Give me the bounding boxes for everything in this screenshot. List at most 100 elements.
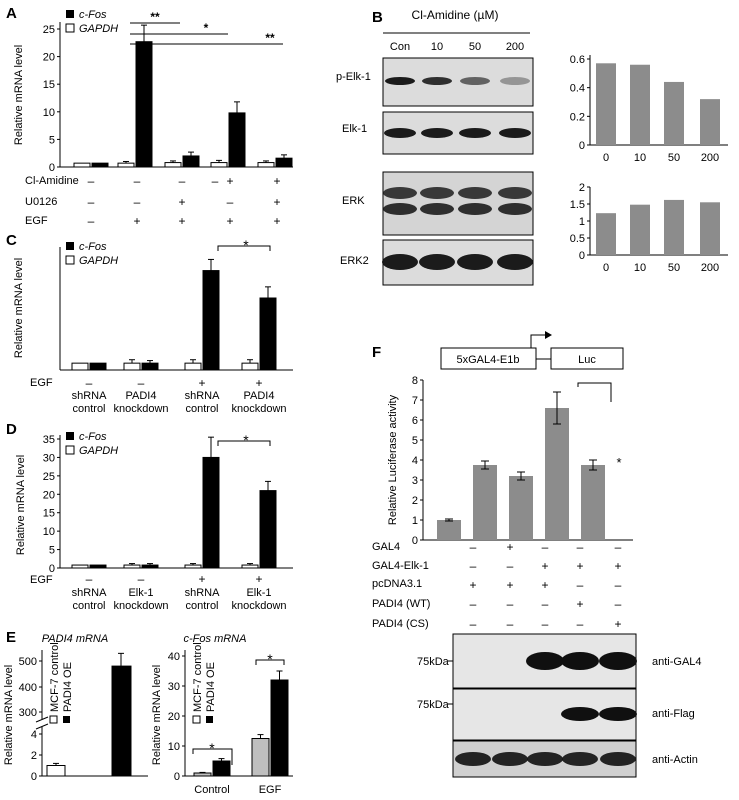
panel-b1-x-label: 10 [634, 152, 646, 164]
panel-b-band-erk2 [497, 254, 533, 270]
panel-d-legend-gapdh: GAPDH [79, 445, 118, 457]
panel-a-bar-cfos [135, 41, 153, 168]
panel-c-group: PADI4 [126, 390, 157, 402]
panel-f-cond-label: GAL4-Elk-1 [372, 560, 429, 572]
panel-d-bar-cfos [89, 564, 107, 569]
panel-e-left-bars [46, 652, 132, 777]
panel-a-cond-clamidine: Cl-Amidine [25, 175, 79, 187]
panel-d-bar-cfos [202, 456, 220, 569]
panel-e-xcat: EGF [259, 784, 282, 796]
panel-a-sign: – [88, 174, 95, 188]
panel-b2-tick-label: 2 [579, 182, 585, 194]
panel-a-bar-gapdh [117, 162, 135, 168]
panel-d-tick-label: 10 [43, 526, 55, 538]
panel-b2-tick-label: 0 [579, 250, 585, 262]
panel-a-sig-3: ** [265, 31, 275, 45]
panel-f-blot-label: anti-GAL4 [652, 656, 702, 668]
panel-f-construct-luc-label: Luc [578, 354, 596, 366]
panel-b-band-elk1 [499, 128, 531, 138]
panel-f-cond-label: pcDNA3.1 [372, 578, 422, 590]
panel-c-sig: * [243, 237, 249, 253]
panel-d-group: control [72, 600, 105, 612]
panel-e-right-swatch-control [192, 715, 201, 724]
panel-f-sign: – [542, 597, 549, 611]
panel-b-band-erk2 [419, 254, 455, 270]
panel-b-band-elk1 [421, 128, 453, 138]
panel-d-ylabel: Relative mRNA level [15, 455, 27, 555]
panel-b2-x-label: 50 [668, 262, 680, 274]
panel-c-bar-cfos [141, 362, 159, 371]
panel-f-sign: + [576, 597, 583, 611]
panel-e-left-tick-label: 2 [31, 750, 37, 762]
panel-e-right-legend: MCF-7 control PADI4 OE [192, 642, 217, 724]
panel-f-construct-luc [550, 347, 624, 370]
panel-c-bar-gapdh [241, 362, 259, 371]
panel-e-left-swatch-control [49, 715, 58, 724]
panel-b-lane: 50 [469, 41, 481, 53]
panel-d-letter: D [6, 421, 17, 438]
panel-e-right-tick-label: 0 [174, 771, 180, 783]
panel-d-bar-cfos [141, 564, 159, 569]
panel-a-tick-label: 10 [43, 107, 55, 119]
panel-c-bar-cfos [259, 297, 277, 371]
panel-d-bar-gapdh [184, 564, 202, 569]
panel-d-tick-label: 5 [49, 545, 55, 557]
panel-d-sig-bracket [217, 440, 271, 446]
panel-b1-x-label: 0 [603, 152, 609, 164]
panel-f-sign: + [541, 559, 548, 573]
panel-a-bar-cfos [182, 155, 200, 168]
panel-a-tick-label: 5 [49, 134, 55, 146]
panel-c-group: control [72, 403, 105, 415]
panel-f-sign: + [614, 617, 621, 631]
panel-f-ticks: 0 1 2 3 4 5 6 7 8 [412, 375, 423, 547]
panel-e-right-bar-cfos [270, 679, 289, 777]
panel-b1-tick-label: 0.6 [570, 54, 585, 66]
panel-b-lane: 10 [431, 41, 443, 53]
panel-f-sign: – [577, 617, 584, 631]
panel-f-cond-label: PADI4 (CS) [372, 618, 429, 630]
panel-f-sign: + [541, 578, 548, 592]
panel-b-band-erk-bottom [420, 203, 454, 215]
panel-a-sign: + [273, 214, 280, 228]
panel-d-group: Elk-1 [246, 587, 271, 599]
panel-f-sign: – [470, 559, 477, 573]
panel-e-right-tick-label: 20 [168, 711, 180, 723]
panel-a-sign: + [273, 195, 280, 209]
panel-e-left-title: PADI4 mRNA [42, 633, 108, 645]
panel-b2-bar [596, 213, 616, 255]
panel-b: B Cl-Amidine (µM) Con 10 50 200 p-Elk-1 … [336, 8, 728, 286]
panel-b2-chart: 0 0.5 1 1.5 2 0 10 50 200 [570, 182, 720, 274]
panel-c-sign: + [255, 376, 262, 390]
panel-b-lane: Con [390, 41, 410, 53]
panel-d-group: control [185, 600, 218, 612]
panel-c-group: shRNA [72, 390, 108, 402]
panel-f-tick-label: 7 [412, 395, 418, 407]
panel-e-right-bar-gapdh [251, 738, 270, 777]
panel-f-sign: – [542, 540, 549, 554]
panel-c-legend-gapdh: GAPDH [79, 255, 118, 267]
panel-c-bar-gapdh [184, 362, 202, 371]
panel-d-legend-swatch-cfos [66, 432, 74, 440]
panel-a-legend-cfos: c-Fos [79, 9, 107, 21]
panel-d-tick-label: 25 [43, 471, 55, 483]
panel-f-sig-bracket [577, 382, 612, 402]
panel-d-tick-label: 35 [43, 434, 55, 446]
panel-f-bar [473, 465, 497, 540]
panel-f-bar [581, 465, 605, 540]
panel-f-bar [545, 408, 569, 540]
panel-b-band-erk-top [458, 187, 492, 199]
panel-e-right-legend-control: MCF-7 control [192, 642, 204, 712]
panel-b2-x-label: 10 [634, 262, 646, 274]
panel-b1-x-label: 50 [668, 152, 680, 164]
panel-b2-x-label: 0 [603, 262, 609, 274]
panel-b-blot-erk [382, 171, 534, 236]
panel-e-left-tick-label: 4 [31, 729, 37, 741]
panel-b2-bar [700, 202, 720, 255]
panel-a-bar-cfos [228, 112, 246, 168]
panel-e-left-tick-label: 300 [19, 707, 37, 719]
panel-c-sign: – [86, 376, 93, 390]
panel-b-blot-label: ERK [342, 195, 365, 207]
panel-e-left-bar-control [46, 765, 66, 777]
panel-e-right-tick-label: 40 [168, 651, 180, 663]
